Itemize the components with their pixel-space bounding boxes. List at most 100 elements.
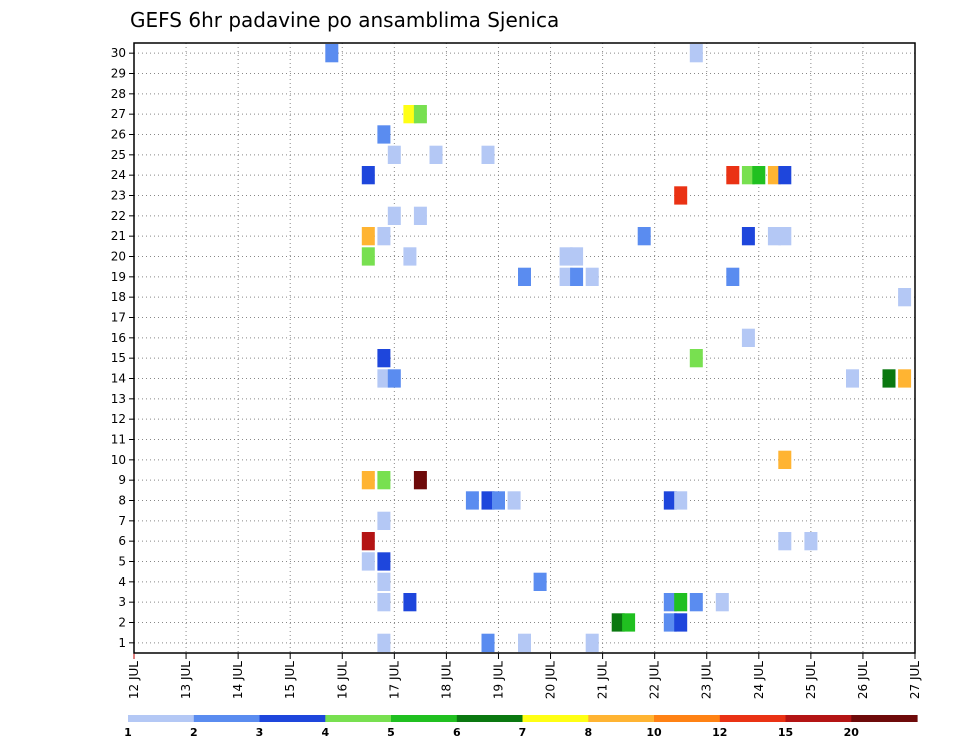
y-tick-label: 2 (118, 616, 126, 630)
x-tick-label: 12 JUL (127, 661, 141, 699)
heatmap-cell (778, 532, 792, 551)
heatmap-cell (507, 491, 521, 510)
heatmap-cell (377, 349, 391, 368)
y-tick-label: 27 (111, 107, 126, 121)
colorbar-segment (391, 715, 458, 722)
colorbar-label: 6 (453, 726, 461, 739)
colorbar-segment (785, 715, 852, 722)
x-tick-label: 25 JUL (804, 661, 818, 699)
x-tick-label: 22 JUL (648, 661, 662, 699)
heatmap-cell (585, 633, 599, 652)
colorbar-segment (654, 715, 721, 722)
heatmap-cell (361, 247, 375, 266)
x-tick-label: 15 JUL (283, 661, 297, 699)
heatmap-cell (767, 227, 781, 246)
x-tick-label: 21 JUL (596, 661, 610, 699)
heatmap-cell (846, 369, 859, 388)
heatmap-cell (361, 227, 375, 246)
heatmap-cell (752, 166, 766, 185)
heatmap-cell (361, 166, 375, 185)
grid-lines (134, 43, 915, 653)
colorbar-label: 15 (778, 726, 793, 739)
heatmap-cell (898, 288, 912, 307)
heatmap-cell (377, 633, 391, 652)
heatmap-cell (689, 44, 703, 63)
heatmap-cell (492, 491, 505, 510)
y-tick-label: 22 (111, 209, 126, 223)
heatmap-cell (778, 166, 792, 185)
heatmap-cell (741, 328, 755, 347)
x-tick-label: 17 JUL (387, 661, 401, 699)
y-axis-ticks: 1234567891011121314151617181920212223242… (111, 46, 134, 650)
colorbar-label: 20 (844, 726, 860, 739)
heatmap-cell (518, 633, 531, 652)
heatmap-cell (674, 186, 688, 205)
y-tick-label: 28 (111, 87, 126, 101)
y-tick-label: 18 (111, 290, 126, 304)
heatmap-cell (559, 267, 573, 286)
heatmap-cell (559, 247, 573, 266)
heatmap-cell (518, 267, 531, 286)
heatmap-cell (778, 450, 792, 469)
colorbar-label: 4 (321, 726, 329, 739)
colorbar-segment (325, 715, 392, 722)
heatmap-cell (413, 471, 427, 490)
heatmap-cell (674, 593, 688, 612)
heatmap-cell (674, 613, 688, 632)
colorbar-segment (851, 715, 918, 722)
heatmap-cell (570, 267, 584, 286)
y-tick-label: 15 (111, 351, 126, 365)
heatmap-cell (611, 613, 625, 632)
heatmap-cell (377, 552, 391, 571)
heatmap-cell (663, 491, 677, 510)
heatmap-cell (689, 593, 703, 612)
x-tick-label: 14 JUL (231, 661, 245, 699)
heatmap-cell (361, 471, 375, 490)
heatmap-cell (898, 369, 912, 388)
heatmap-cell (377, 593, 391, 612)
colorbar-segment (259, 715, 326, 722)
y-tick-label: 7 (118, 514, 126, 528)
colorbar-segment (522, 715, 589, 722)
x-tick-label: 18 JUL (439, 661, 453, 699)
heatmap-cell (804, 532, 818, 551)
heatmap-cell (387, 369, 401, 388)
heatmap-cell (377, 572, 391, 591)
heatmap-cell (377, 471, 391, 490)
colorbar-label: 12 (712, 726, 727, 739)
heatmap-cell (403, 105, 417, 124)
colorbar-segment (719, 715, 787, 722)
y-tick-label: 9 (118, 473, 126, 487)
y-tick-label: 10 (111, 453, 126, 467)
y-tick-label: 19 (111, 270, 126, 284)
heatmap-cell (413, 105, 427, 124)
data-cells (325, 44, 912, 652)
y-tick-label: 4 (118, 575, 126, 589)
heatmap-cell (361, 532, 375, 551)
heatmap-cell (882, 369, 896, 388)
y-tick-label: 23 (111, 189, 126, 203)
x-tick-label: 26 JUL (856, 661, 870, 699)
heatmap-cell (377, 125, 391, 144)
y-tick-label: 16 (111, 331, 126, 345)
heatmap-cell (689, 349, 703, 368)
y-tick-label: 12 (111, 412, 126, 426)
colorbar-label: 10 (646, 726, 662, 739)
y-tick-label: 6 (118, 534, 126, 548)
colorbar-segment (456, 715, 524, 722)
heatmap-cell (481, 145, 495, 164)
x-tick-label: 24 JUL (752, 661, 766, 699)
colorbar-segment (588, 715, 655, 722)
heatmap-cell (361, 552, 375, 571)
heatmap-cell (403, 247, 417, 266)
x-tick-label: 27 JUL (908, 661, 922, 699)
heatmap-cell (674, 491, 688, 510)
y-tick-label: 29 (111, 67, 126, 81)
heatmap-cell (767, 166, 781, 185)
colorbar-label: 8 (584, 726, 592, 739)
heatmap-cell (726, 267, 740, 286)
heatmap-cell (637, 227, 651, 246)
colorbar-label: 2 (190, 726, 198, 739)
y-tick-label: 5 (118, 555, 126, 569)
colorbar-segment (193, 715, 261, 722)
